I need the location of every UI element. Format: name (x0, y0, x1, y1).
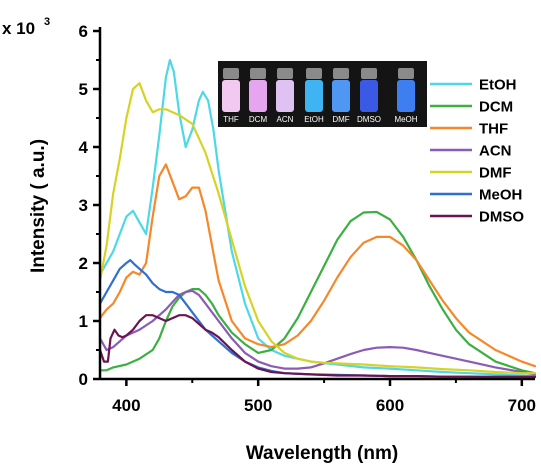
y-multiplier-exponent: 3 (44, 16, 50, 28)
vial-body (360, 80, 378, 112)
vial-label-thf: THF (223, 115, 239, 124)
x-tick-label: 400 (112, 396, 140, 415)
vial-cap (306, 68, 322, 79)
vial-cap (333, 68, 349, 79)
y-tick-label: 5 (79, 80, 88, 99)
series-line-thf (98, 163, 537, 368)
y-tick-label: 0 (79, 370, 88, 389)
legend-label-dmso: DMSO (479, 209, 524, 226)
y-tick-label: 2 (79, 254, 88, 273)
vial-label-meoh: MeOH (394, 115, 417, 124)
vial-cap (361, 68, 377, 79)
vial-cap (223, 68, 239, 79)
series-layer (98, 58, 537, 379)
series-line-dcm (98, 210, 537, 375)
legend-label-thf: THF (479, 121, 508, 138)
legend-label-meoh: MeOH (479, 187, 522, 204)
axes-layer: 0 1 2 3 4 5 6 400 500 600 700 (79, 22, 536, 415)
y-tick-label: 1 (79, 312, 88, 331)
y-multiplier-base: x 10 (2, 19, 35, 38)
vial-label-etoh: EtOH (304, 115, 324, 124)
series-line-dmf (98, 82, 537, 375)
x-tick-label: 700 (508, 396, 536, 415)
vial-body (305, 80, 323, 112)
series-line-etoh (98, 58, 537, 378)
vial-body (276, 80, 294, 112)
vial-body (332, 80, 350, 112)
x-tick-label: 500 (244, 396, 272, 415)
y-axis-title: Intensity ( a.u.) (28, 139, 49, 273)
legend-label-dcm: DCM (479, 99, 513, 116)
legend: EtOH DCM THF ACN DMF MeOH DMSO (430, 77, 524, 226)
legend-label-dmf: DMF (479, 165, 512, 182)
vial-body (397, 80, 415, 112)
vial-label-dmf: DMF (332, 115, 349, 124)
legend-label-etoh: EtOH (479, 77, 517, 94)
y-tick-label: 3 (79, 196, 88, 215)
vial-body (249, 80, 267, 112)
x-axis-title: Wavelength (nm) (246, 443, 398, 464)
vial-cap (277, 68, 293, 79)
vial-body (222, 80, 240, 112)
y-tick-label: 4 (79, 138, 89, 157)
vial-cap (398, 68, 414, 79)
vial-label-dcm: DCM (249, 115, 268, 124)
inset-vial-photo: THF DCM ACN EtOH DMF DMSO MeOH (218, 61, 427, 127)
vial-label-acn: ACN (277, 115, 294, 124)
y-tick-label: 6 (79, 22, 88, 41)
y-multiplier: x 10 3 (2, 16, 50, 38)
vial-label-dmso: DMSO (357, 115, 381, 124)
series-line-dmso (98, 314, 537, 378)
vial-cap (250, 68, 266, 79)
x-tick-label: 600 (376, 396, 404, 415)
series-line-acn (98, 289, 537, 376)
legend-label-acn: ACN (479, 143, 512, 160)
